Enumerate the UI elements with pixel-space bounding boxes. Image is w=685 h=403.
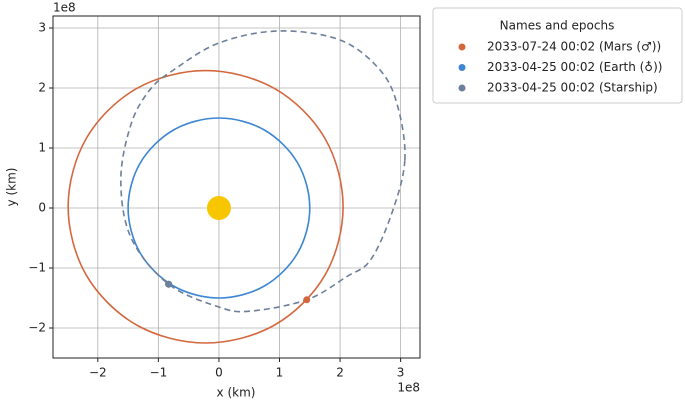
x-tick-label: 2: [336, 366, 344, 380]
y-tick-label: 2: [38, 81, 46, 95]
legend-marker: [458, 84, 466, 92]
x-tick-label: −2: [89, 366, 107, 380]
x-tick-label: −1: [150, 366, 168, 380]
x-tick-label: 1: [276, 366, 284, 380]
legend-label: 2033-04-25 00:02 (Starship): [487, 81, 658, 95]
body-marker: [303, 296, 311, 304]
orbit-path: [127, 117, 311, 299]
orbit-path: [120, 30, 406, 313]
x-offset: 1e8: [397, 381, 420, 395]
y-tick-label: −1: [28, 261, 46, 275]
legend-marker: [458, 64, 466, 71]
x-tick-label: 0: [215, 366, 223, 380]
y-tick-label: 3: [38, 21, 46, 35]
orbit-path: [67, 69, 344, 344]
legend-label: 2033-04-25 00:02 (Earth (♁)): [487, 60, 662, 74]
y-tick-label: 0: [38, 201, 46, 215]
y-tick-label: −2: [28, 321, 46, 335]
body-marker: [165, 280, 173, 288]
legend-box: [432, 7, 683, 104]
x-tick-label: 3: [397, 366, 405, 380]
legend-title: Names and epochs: [500, 19, 615, 33]
x-axis-label: x (km): [217, 386, 256, 400]
legend-label: 2033-07-24 00:02 (Mars (♂)): [487, 40, 661, 54]
y-axis-label: y (km): [5, 168, 19, 207]
y-tick-label: 1: [38, 141, 46, 155]
y-offset: 1e8: [53, 1, 76, 15]
axes-frame: [52, 15, 421, 359]
sun: [206, 196, 231, 220]
legend-marker: [458, 43, 466, 51]
